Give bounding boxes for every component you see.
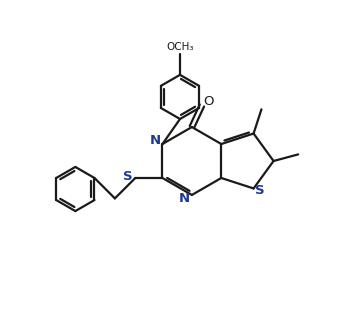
Text: OCH₃: OCH₃: [166, 42, 194, 52]
Text: N: N: [150, 134, 161, 147]
Text: S: S: [123, 170, 133, 183]
Text: N: N: [179, 192, 190, 205]
Text: S: S: [255, 184, 264, 197]
Text: O: O: [203, 95, 213, 108]
